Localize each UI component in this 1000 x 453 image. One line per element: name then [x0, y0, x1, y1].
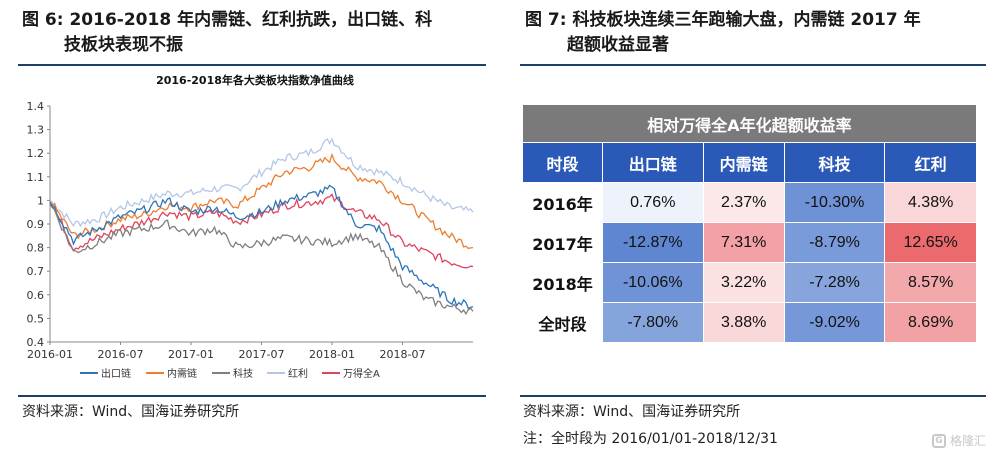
table-header-cell: 内需链 [702, 142, 785, 183]
table-header-row: 时段 出口链 内需链 科技 红利 [522, 142, 977, 183]
y-tick-label: 1.4 [27, 100, 45, 113]
left-title-line1: 图 6: 2016-2018 年内需链、红利抗跌，出口链、科 [22, 10, 433, 30]
table-body: 2016年 0.76% 2.37% -10.30% 4.38% 2017年 -12.87% 7… [522, 182, 977, 343]
y-tick-label: 0.5 [27, 312, 45, 325]
table-row: 2017年 -12.87% 7.31% -8.79% 12.65% [522, 222, 977, 263]
legend-label: 内需链 [167, 367, 197, 380]
table-row-label: 2016年 [522, 182, 603, 223]
table-row: 2018年 -10.06% 3.22% -7.28% 8.57% [522, 262, 977, 303]
legend-label: 出口链 [101, 367, 131, 380]
series-line [49, 152, 474, 250]
table-header-cell: 时段 [522, 142, 603, 183]
top-divider-right [520, 64, 986, 66]
right-title-line2: 超额收益显著 [567, 35, 669, 55]
table-header-cell: 红利 [884, 142, 977, 183]
period-note: 注：全时段为 2016/01/01-2018/12/31 [523, 431, 778, 447]
table-cell: -12.87% [602, 222, 704, 263]
left-source-note: 资料来源：Wind、国海证券研究所 [22, 404, 240, 420]
chart-axes: 0.4 0.5 0.6 0.7 0.8 0.9 1 1.1 1.2 1.3 1.4 2016-01 20… [27, 100, 473, 361]
series-line [49, 193, 474, 269]
chart-series-layer [49, 137, 474, 316]
x-tick-label: 2018-01 [309, 348, 355, 361]
x-tick-label: 2016-07 [98, 348, 144, 361]
y-tick-label: 0.7 [27, 265, 45, 278]
top-divider-left [18, 64, 486, 66]
chart-legend: 出口链 内需链 科技 红利 万得全A [80, 367, 380, 380]
table-cell: -10.06% [602, 262, 704, 303]
y-tick-label: 0.9 [27, 218, 45, 231]
y-tick-label: 1.1 [27, 171, 45, 184]
right-source-note: 资料来源：Wind、国海证券研究所 [523, 404, 741, 420]
left-figure-title: 图 6: 2016-2018 年内需链、红利抗跌，出口链、科 技板块表现不振 [22, 8, 492, 58]
chart-title: 2016-2018年各大类板块指数净值曲线 [156, 73, 354, 87]
y-tick-label: 0.6 [27, 289, 45, 302]
series-line [49, 184, 474, 310]
y-tick-label: 1 [37, 194, 44, 207]
bottom-divider-left [18, 395, 486, 397]
table-cell: 12.65% [884, 222, 977, 263]
watermark-logo-icon: G [931, 433, 946, 448]
left-title-line2: 技板块表现不振 [64, 35, 183, 55]
table-cell: 0.76% [602, 182, 704, 223]
table-row-label: 2018年 [522, 262, 603, 303]
y-tick-label: 0.4 [27, 336, 45, 349]
x-tick-label: 2016-01 [27, 348, 73, 361]
table-row: 2016年 0.76% 2.37% -10.30% 4.38% [522, 182, 977, 223]
bottom-divider-right [520, 395, 986, 397]
table-row-label: 全时段 [522, 302, 603, 343]
series-line [49, 201, 474, 316]
legend-label: 科技 [233, 367, 253, 380]
table-cell: 7.31% [702, 222, 785, 263]
line-chart: 2016-2018年各大类板块指数净值曲线 0.4 0.5 0.6 0.7 0.8 0.9… [27, 73, 474, 380]
table-row: 全时段 -7.80% 3.88% -9.02% 8.69% [522, 302, 977, 343]
legend-label: 红利 [288, 367, 308, 380]
excess-return-table: 相对万得全A年化超额收益率 时段 出口链 内需链 科技 红利 2016年 0.76% 2.3… [522, 104, 977, 343]
table-header-cell: 出口链 [602, 142, 704, 183]
table-title: 相对万得全A年化超额收益率 [522, 104, 977, 143]
x-tick-label: 2017-01 [168, 348, 214, 361]
series-line [49, 137, 474, 228]
table-cell: -10.30% [783, 182, 886, 223]
y-tick-label: 0.8 [27, 242, 45, 255]
table-cell: -9.02% [783, 302, 886, 343]
x-tick-label: 2018-07 [380, 348, 426, 361]
table-cell: 8.57% [884, 262, 977, 303]
table-header-cell: 科技 [783, 142, 886, 183]
table-cell: -8.79% [783, 222, 886, 263]
legend-label: 万得全A [343, 367, 380, 380]
table-cell: 4.38% [884, 182, 977, 223]
table-cell: 8.69% [884, 302, 977, 343]
table-cell: 2.37% [702, 182, 785, 223]
table-cell: 3.88% [702, 302, 785, 343]
y-tick-label: 1.2 [27, 147, 45, 160]
table-row-label: 2017年 [522, 222, 603, 263]
table-cell: -7.28% [783, 262, 886, 303]
watermark: G 格隆汇 [931, 432, 986, 449]
watermark-text: 格隆汇 [949, 434, 986, 448]
y-tick-label: 1.3 [27, 124, 45, 137]
table-cell: -7.80% [602, 302, 704, 343]
right-figure-title: 图 7: 科技板块连续三年跑输大盘，内需链 2017 年 超额收益显著 [525, 8, 987, 58]
table-cell: 3.22% [702, 262, 785, 303]
right-title-line1: 图 7: 科技板块连续三年跑输大盘，内需链 2017 年 [525, 10, 921, 30]
x-tick-label: 2017-07 [239, 348, 285, 361]
